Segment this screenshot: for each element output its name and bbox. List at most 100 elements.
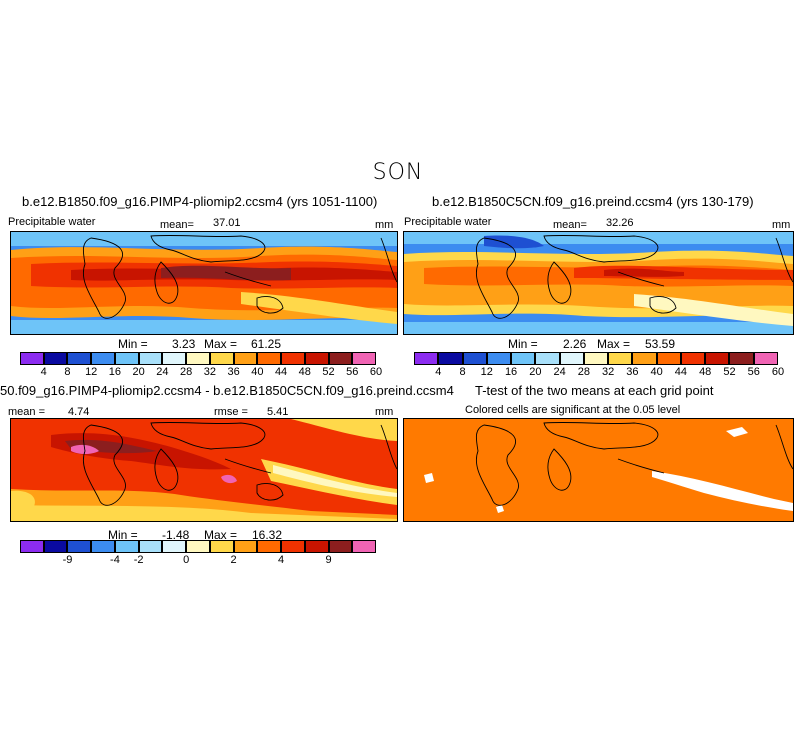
mean-value-top-right: 32.26 <box>606 217 634 229</box>
min-value-bottom-left: -1.48 <box>162 528 190 542</box>
max-value-top-left: 61.25 <box>251 337 282 351</box>
colorbar-tick-label: -9 <box>62 554 73 566</box>
colorbar-tick-label: 9 <box>325 554 332 566</box>
max-value-bottom-left: 16.32 <box>252 528 283 542</box>
colorbar-tick-label: 24 <box>156 366 169 378</box>
colorbar-box <box>705 352 730 365</box>
colorbar-box <box>162 540 187 553</box>
significance-field-bottom-right <box>404 419 793 521</box>
colorbar-box <box>281 540 305 553</box>
units-top-left: mm <box>375 219 394 231</box>
colorbar-box <box>162 352 187 365</box>
colorbar-box <box>680 352 706 365</box>
map-bottom-left <box>10 418 398 522</box>
colorbar-tick-label: 60 <box>771 366 785 378</box>
colorbar-tick-label: 40 <box>650 366 663 378</box>
colorbar-box <box>114 540 139 553</box>
colorbar-box <box>352 352 377 365</box>
colorbar-tick-label: 12 <box>480 366 493 378</box>
colorbar-box <box>138 540 163 553</box>
precipitable-water-field-top-right <box>404 232 793 334</box>
colorbar-tick-label: 24 <box>553 366 566 378</box>
map-top-left <box>10 231 398 335</box>
min-label-bottom-left: Min = <box>108 528 138 542</box>
colorbar-tick-label: 44 <box>674 366 688 378</box>
min-value-top-left: 3.23 <box>172 337 196 351</box>
colorbar-tick-label: 16 <box>504 366 518 378</box>
colorbar-box <box>328 540 353 553</box>
colorbar-top-left <box>20 352 377 365</box>
colorbar-tick-label: 0 <box>183 554 190 566</box>
panel-title-top-left: b.e12.B1850.f09_g16.PIMP4-pliomip2.ccsm4… <box>22 194 378 209</box>
colorbar-box <box>91 352 115 365</box>
colorbar-tick-label: 40 <box>251 366 264 378</box>
colorbar-box <box>438 352 463 365</box>
colorbar-tick-label: 52 <box>322 366 335 378</box>
colorbar-box <box>583 352 609 365</box>
variable-label-top-left: Precipitable water <box>8 216 96 228</box>
colorbar-box <box>729 352 754 365</box>
colorbar-box <box>753 352 778 365</box>
colorbar-tick-label: 36 <box>227 366 240 378</box>
colorbar-box <box>186 352 210 365</box>
mean-label-bottom-left: mean = <box>8 406 45 418</box>
colorbar-box <box>535 352 560 365</box>
colorbar-box <box>186 540 210 553</box>
colorbar-tick-label: 32 <box>602 366 615 378</box>
colorbar-labels-top-right: 4 8 12 16 20 24 28 32 36 40 44 48 52 56 60 <box>414 366 784 380</box>
map-top-right <box>403 231 794 335</box>
panel-title-bottom-left: 50.f09_g16.PIMP4-pliomip2.ccsm4 - b.e12.… <box>0 383 454 398</box>
colorbar-box <box>20 352 44 365</box>
colorbar-box <box>233 540 258 553</box>
colorbar-tick-label: 16 <box>108 366 122 378</box>
colorbar-box <box>511 352 536 365</box>
colorbar-labels-bottom-left: -9 -4 -2 0 2 4 9 <box>20 554 376 568</box>
colorbar-box <box>114 352 139 365</box>
colorbar-box <box>559 352 584 365</box>
colorbar-box <box>486 352 512 365</box>
panel-title-top-right: b.e12.B1850C5CN.f09_g16.preind.ccsm4 (yr… <box>432 194 754 209</box>
colorbar-box <box>233 352 258 365</box>
min-label-top-left: Min = <box>118 337 148 351</box>
colorbar-box <box>462 352 487 365</box>
colorbar-tick-label: -4 <box>110 554 120 566</box>
colorbar-tick-label: 20 <box>132 366 145 378</box>
colorbar-tick-label: 28 <box>577 366 590 378</box>
colorbar-box <box>257 540 282 553</box>
colorbar-tick-label: 28 <box>180 366 193 378</box>
season-title: SON <box>372 160 424 185</box>
colorbar-tick-label: 36 <box>626 366 639 378</box>
colorbar-tick-label: 56 <box>346 366 359 378</box>
colorbar-box <box>304 540 329 553</box>
colorbar-tick-label: 4 <box>435 366 442 378</box>
colorbar-box <box>414 352 439 365</box>
colorbar-labels-top-left: 4 8 12 16 20 24 28 32 36 40 44 48 52 56 60 <box>20 366 382 380</box>
colorbar-tick-label: 4 <box>40 366 47 378</box>
colorbar-tick-label: 32 <box>203 366 216 378</box>
max-label-top-right: Max = <box>597 337 631 351</box>
colorbar-box <box>43 540 68 553</box>
max-label-bottom-left: Max = <box>204 528 238 542</box>
colorbar-box <box>632 352 657 365</box>
variable-label-top-right: Precipitable water <box>404 216 492 228</box>
colorbar-box <box>281 352 305 365</box>
colorbar-tick-label: -2 <box>133 554 144 566</box>
panel-title-bottom-right: T-test of the two means at each grid poi… <box>475 383 714 398</box>
colorbar-tick-label: 60 <box>369 366 383 378</box>
colorbar-box <box>67 352 92 365</box>
colorbar-box <box>257 352 282 365</box>
max-value-top-right: 53.59 <box>645 337 676 351</box>
colorbar-bottom-left <box>20 540 377 553</box>
min-label-top-right: Min = <box>508 337 538 351</box>
colorbar-tick-label: 52 <box>723 366 736 378</box>
colorbar-box <box>209 352 234 365</box>
colorbar-tick-label: 48 <box>699 366 712 378</box>
difference-field-bottom-left <box>11 419 397 521</box>
colorbar-tick-label: 4 <box>278 554 285 566</box>
units-bottom-left: mm <box>375 406 394 418</box>
colorbar-box <box>67 540 92 553</box>
mean-label-top-right: mean= <box>553 219 587 231</box>
units-top-right: mm <box>772 219 791 231</box>
colorbar-top-right <box>414 352 778 365</box>
colorbar-box <box>20 540 44 553</box>
